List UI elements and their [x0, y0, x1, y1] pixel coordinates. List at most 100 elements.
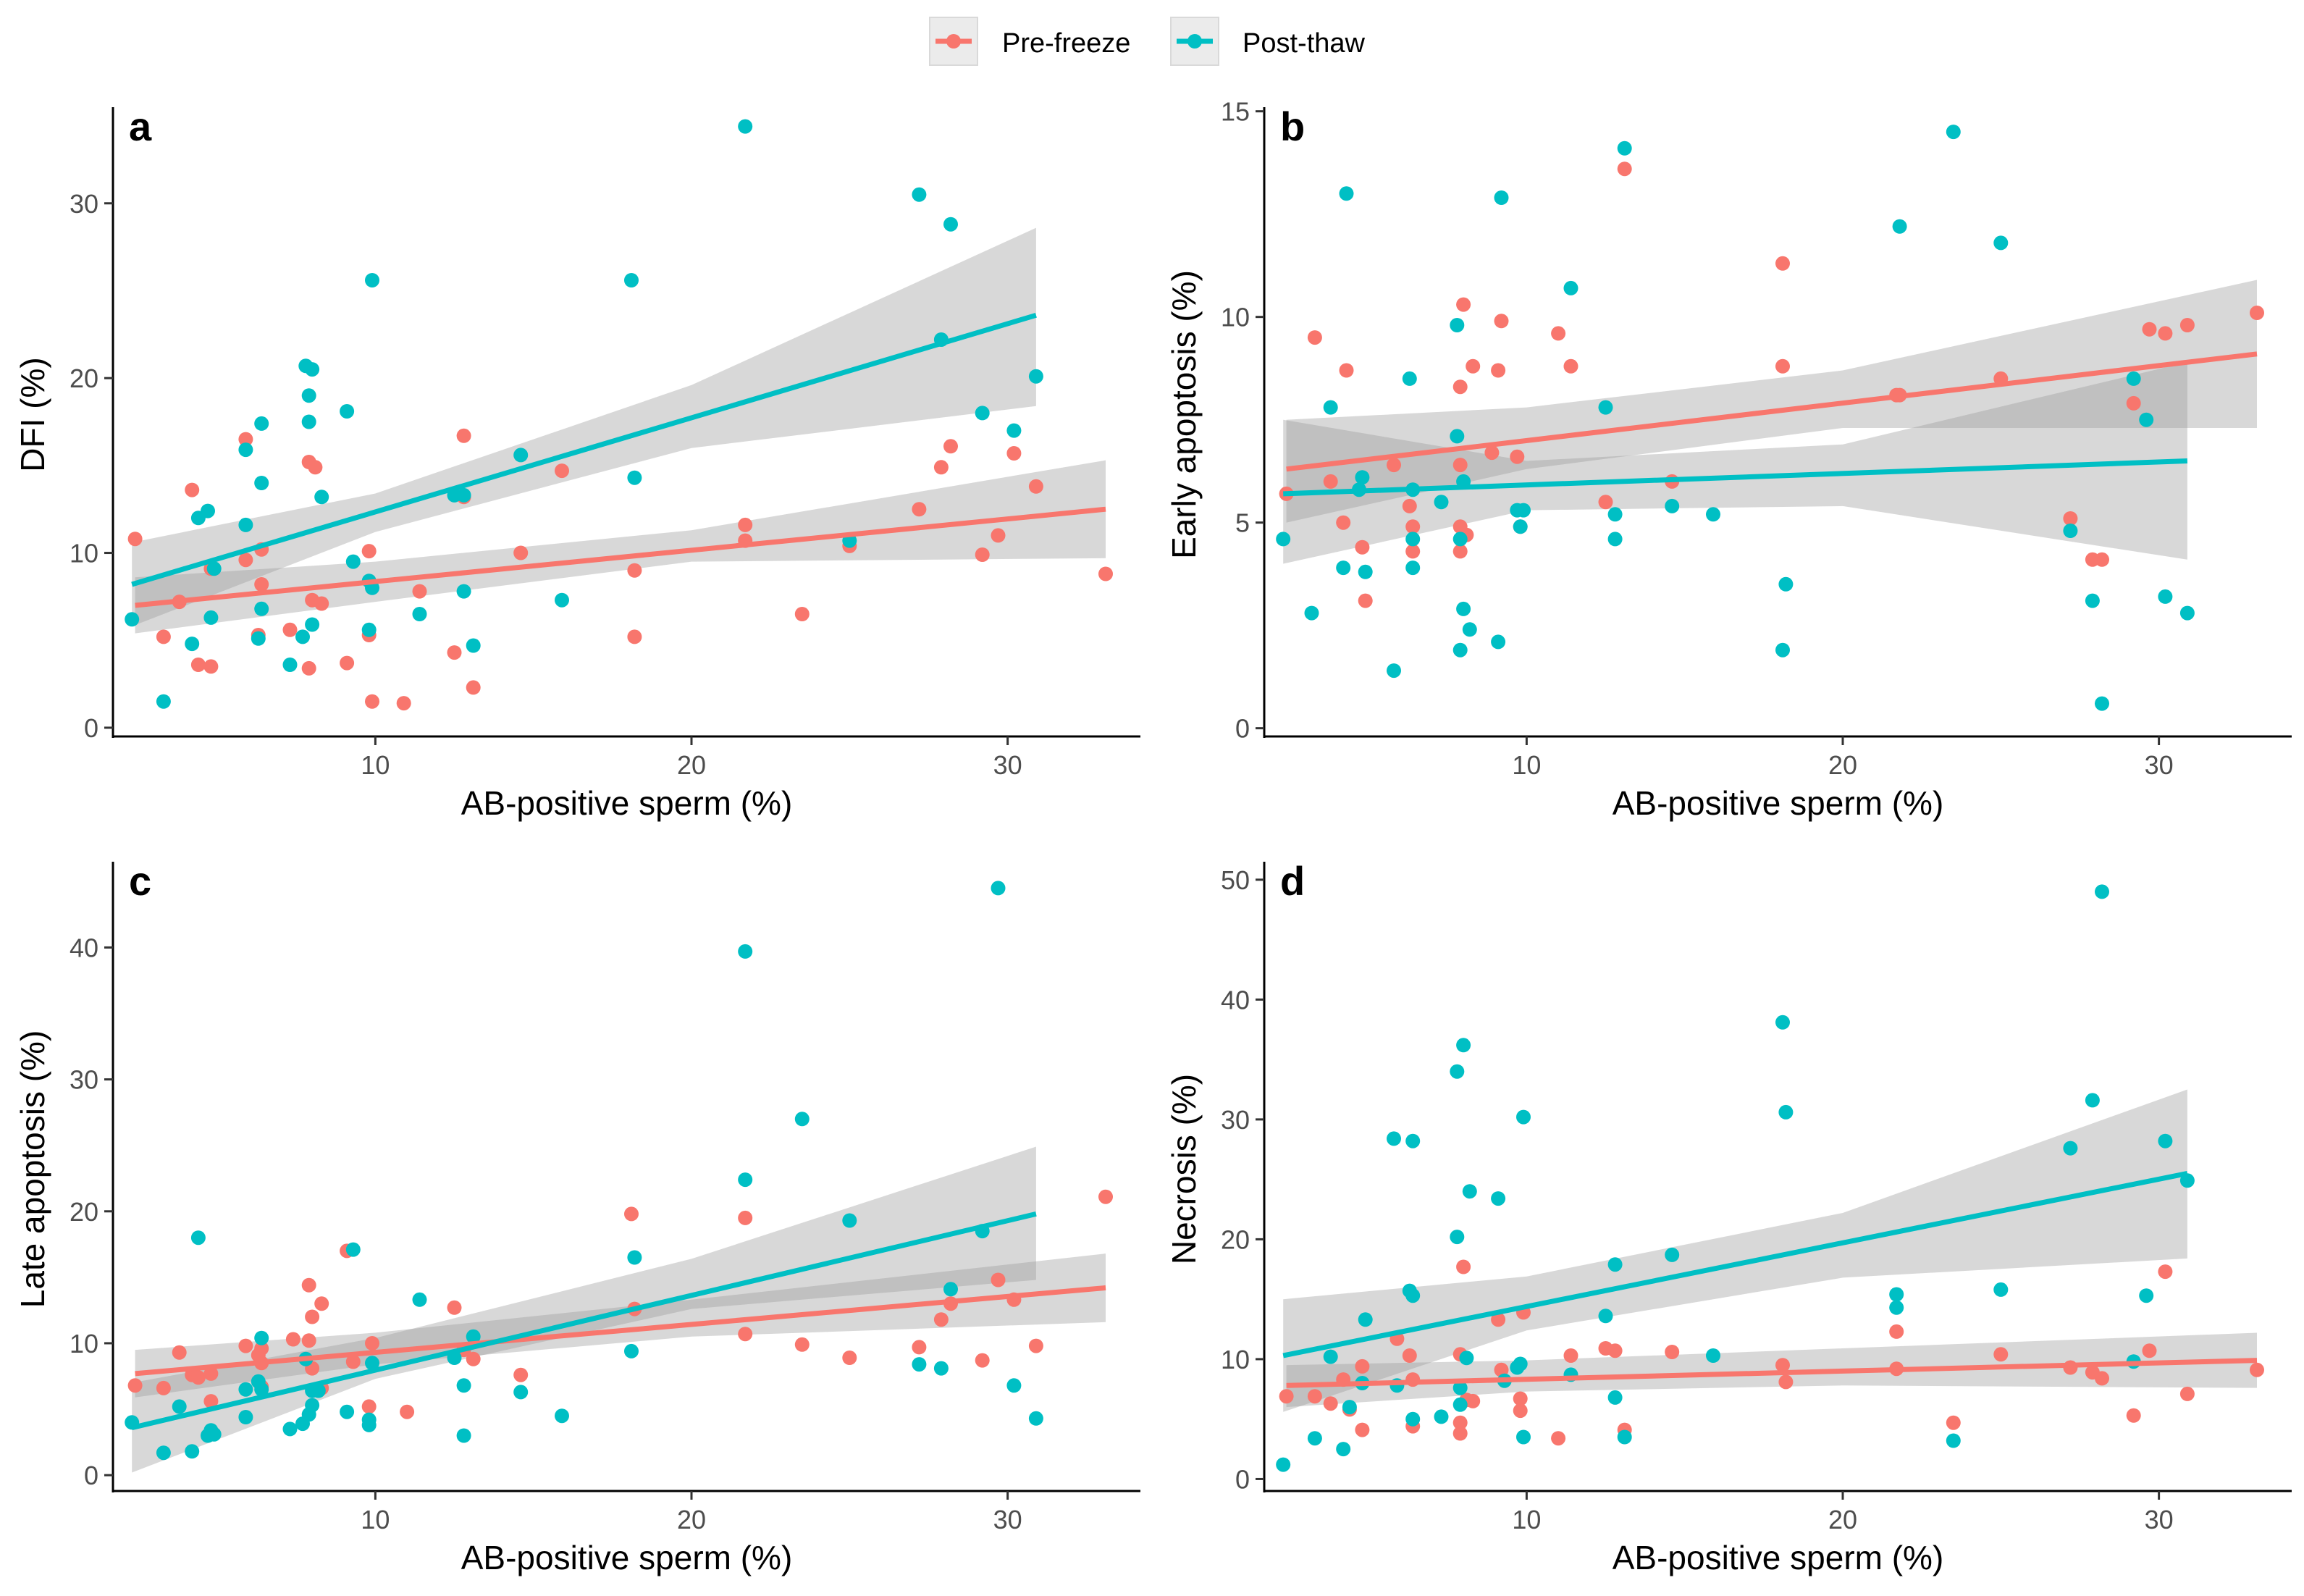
data-point-pre-freeze — [975, 1353, 990, 1368]
data-point-post-thaw — [1775, 642, 1790, 658]
data-point-post-thaw — [1946, 125, 1961, 140]
data-point-post-thaw — [1405, 1133, 1421, 1148]
data-point-pre-freeze — [2158, 1264, 2173, 1280]
data-point-post-thaw — [1617, 1429, 1632, 1445]
data-point-pre-freeze — [1452, 1426, 1468, 1441]
regression-line-pre-freeze — [1286, 1358, 2258, 1388]
data-point-post-thaw — [1028, 1411, 1043, 1426]
data-point-pre-freeze — [190, 658, 206, 672]
data-point-pre-freeze — [1775, 256, 1790, 271]
data-point-pre-freeze — [254, 1341, 269, 1356]
data-point-post-thaw — [1892, 219, 1907, 234]
data-point-pre-freeze — [1491, 1312, 1506, 1327]
data-point-pre-freeze — [991, 1272, 1006, 1288]
data-point-pre-freeze — [156, 629, 171, 644]
data-point-pre-freeze — [1339, 363, 1354, 378]
data-point-pre-freeze — [794, 1337, 810, 1352]
data-point-post-thaw — [513, 1385, 529, 1400]
data-point-post-thaw — [1456, 1038, 1471, 1053]
data-point-post-thaw — [361, 622, 377, 637]
data-point-post-thaw — [238, 1410, 253, 1424]
panel-a: 10 20 30 0 10 20 30 AB-positive sperm (%) DFI (%… — [14, 104, 1140, 822]
data-point-post-thaw — [975, 406, 990, 421]
data-point-post-thaw — [412, 607, 427, 621]
legend-label-post-thaw: Post-thaw — [1243, 28, 1366, 59]
data-point-pre-freeze — [943, 439, 958, 454]
data-point-post-thaw — [2139, 1288, 2154, 1303]
data-point-post-thaw — [1706, 1348, 1720, 1363]
data-point-pre-freeze — [738, 1210, 753, 1225]
data-point-post-thaw — [456, 1428, 471, 1443]
data-point-post-thaw — [2085, 593, 2100, 608]
data-point-pre-freeze — [842, 1351, 857, 1365]
x-tick-label: 10 — [361, 1505, 390, 1534]
data-point-pre-freeze — [345, 1354, 361, 1369]
data-point-post-thaw — [2085, 1093, 2100, 1108]
data-point-pre-freeze — [2179, 318, 2195, 332]
data-point-post-thaw — [1516, 1429, 1531, 1445]
data-point-post-thaw — [1513, 519, 1528, 534]
data-point-pre-freeze — [1665, 1345, 1680, 1359]
data-point-post-thaw — [466, 1329, 481, 1344]
data-point-pre-freeze — [1336, 515, 1351, 530]
data-point-pre-freeze — [933, 460, 949, 475]
x-tick-label: 20 — [677, 1505, 706, 1534]
data-point-pre-freeze — [301, 660, 316, 676]
panel-letter: a — [129, 104, 152, 149]
data-point-post-thaw — [1434, 1409, 1449, 1424]
data-point-post-thaw — [1617, 140, 1632, 156]
data-point-pre-freeze — [627, 629, 642, 644]
data-point-pre-freeze — [1598, 495, 1613, 510]
data-point-post-thaw — [1387, 663, 1401, 679]
x-tick-label: 20 — [1828, 1505, 1857, 1534]
data-point-post-thaw — [172, 1399, 187, 1414]
data-point-post-thaw — [1665, 1247, 1680, 1262]
legend-entry-pre-freeze[interactable]: Pre-freeze — [929, 17, 1130, 66]
data-point-pre-freeze — [282, 622, 298, 637]
data-point-post-thaw — [238, 442, 253, 458]
data-point-pre-freeze — [365, 694, 379, 709]
data-point-pre-freeze — [305, 1309, 320, 1324]
data-point-pre-freeze — [2250, 306, 2264, 320]
data-point-pre-freeze — [624, 1206, 639, 1222]
data-point-post-thaw — [305, 1398, 320, 1413]
data-point-pre-freeze — [2126, 395, 2141, 411]
data-point-pre-freeze — [1513, 1391, 1528, 1406]
data-point-pre-freeze — [2179, 1386, 2195, 1401]
confidence-band-post-thaw — [1283, 362, 2187, 564]
data-point-post-thaw — [1355, 470, 1370, 485]
y-tick-label: 20 — [1221, 1225, 1250, 1254]
confidence-band-pre-freeze — [1286, 1332, 2257, 1408]
data-point-post-thaw — [185, 637, 200, 652]
data-point-pre-freeze — [1452, 544, 1468, 559]
data-point-post-thaw — [1607, 1257, 1623, 1272]
data-point-post-thaw — [1607, 532, 1623, 547]
data-point-post-thaw — [1778, 576, 1794, 592]
data-point-post-thaw — [1323, 400, 1338, 415]
data-point-post-thaw — [156, 1445, 171, 1461]
data-point-pre-freeze — [933, 1312, 949, 1327]
data-point-post-thaw — [340, 1404, 355, 1419]
x-tick-label: 10 — [361, 750, 390, 780]
data-point-pre-freeze — [1551, 1431, 1566, 1446]
data-point-post-thaw — [206, 561, 222, 576]
panel-d: 10 20 30 0 10 20 30 40 50 AB-positive sperm (%) Ne… — [1165, 858, 2292, 1576]
y-tick-label: 10 — [70, 539, 98, 568]
data-point-pre-freeze — [975, 547, 990, 562]
data-point-pre-freeze — [991, 528, 1006, 543]
y-tick-label: 30 — [1221, 1105, 1250, 1135]
legend-entry-post-thaw[interactable]: Post-thaw — [1170, 17, 1366, 66]
data-point-post-thaw — [738, 119, 753, 134]
confidence-band-post-thaw — [1283, 1089, 2187, 1412]
data-point-post-thaw — [1775, 1015, 1790, 1030]
data-point-post-thaw — [794, 1112, 810, 1127]
data-point-post-thaw — [1665, 498, 1680, 513]
data-point-post-thaw — [1307, 1431, 1322, 1446]
data-point-post-thaw — [156, 694, 171, 709]
regression-line-post-thaw — [1282, 1170, 2188, 1358]
data-point-pre-freeze — [1563, 358, 1578, 374]
y-tick-label: 0 — [1235, 714, 1250, 744]
x-tick-label: 30 — [2145, 750, 2174, 780]
panel-letter: c — [129, 858, 151, 904]
